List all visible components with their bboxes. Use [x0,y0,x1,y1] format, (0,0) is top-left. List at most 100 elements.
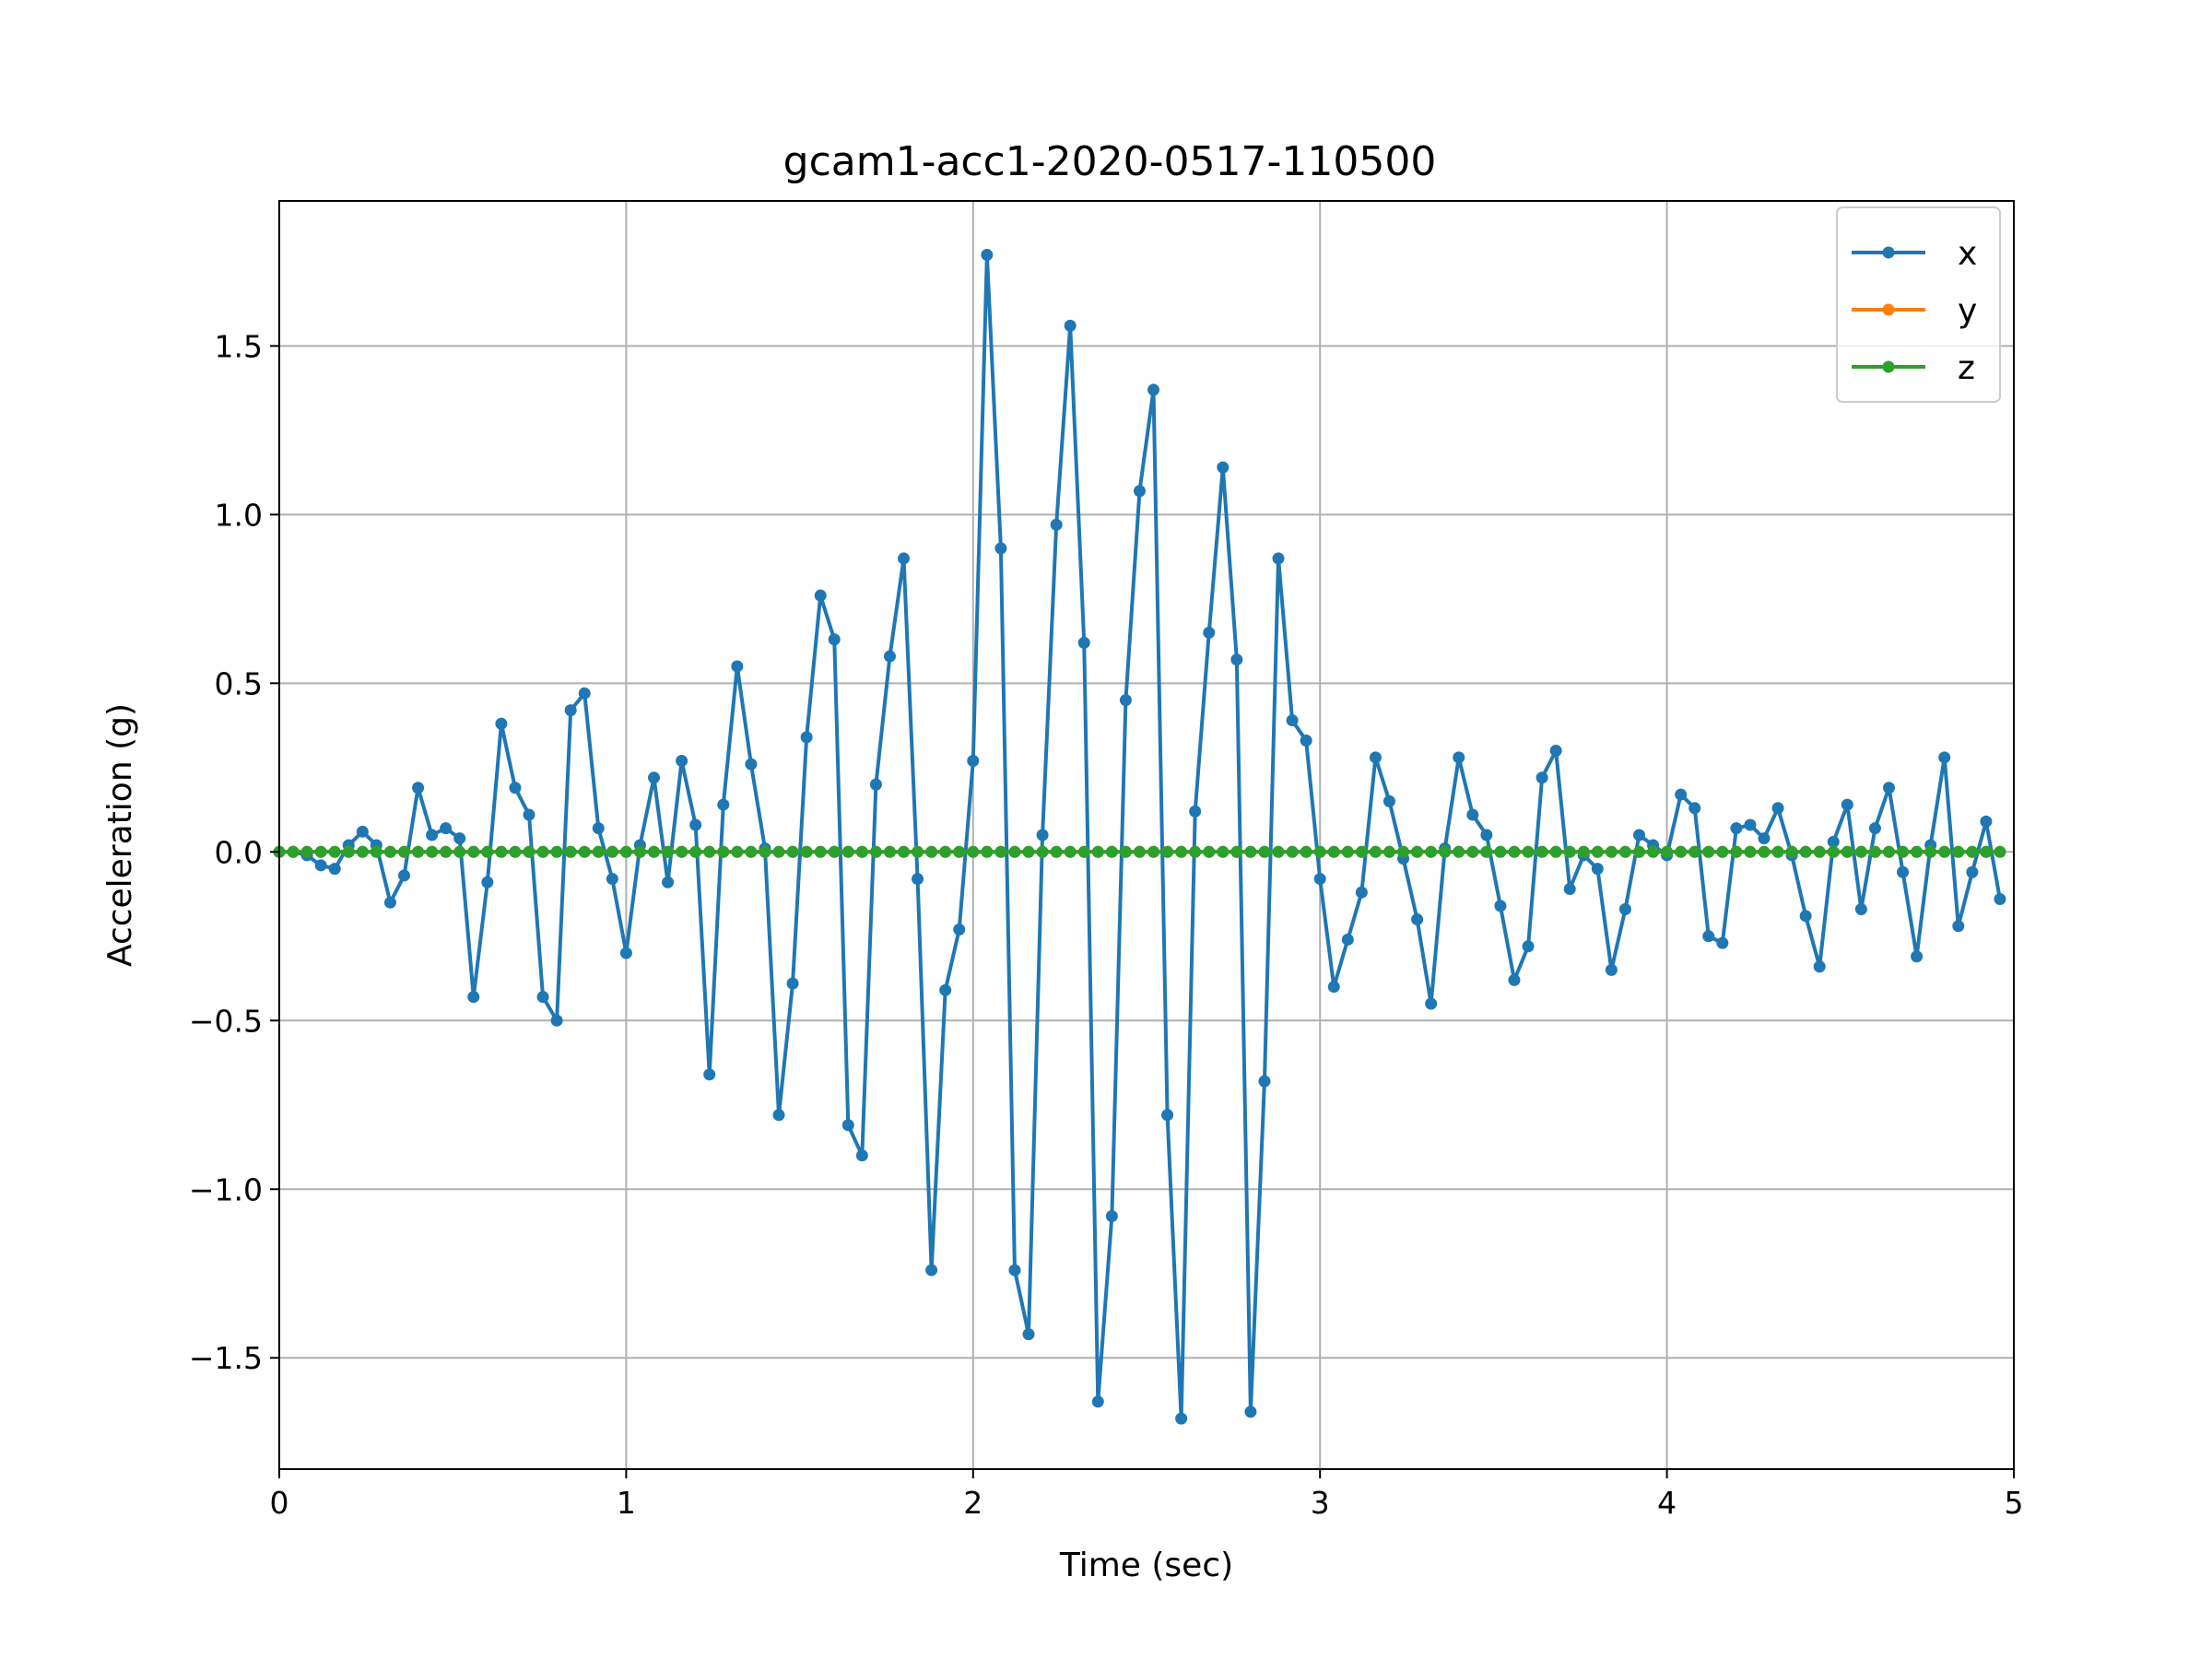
data-point-z [1453,845,1465,858]
data-point-x [1022,1328,1035,1341]
data-point-z [814,845,827,858]
legend-box [1836,206,2001,403]
data-point-z [1605,845,1618,858]
data-point-z [536,845,549,858]
data-point-z [1785,845,1798,858]
data-point-x [1036,829,1049,841]
data-point-x [689,818,702,831]
data-point-z [509,845,522,858]
data-point-x [841,1119,854,1132]
data-point-z [1675,845,1688,858]
y-tick-label: 0.0 [215,834,263,870]
data-point-x [426,829,439,841]
data-point-z [550,845,563,858]
data-point-x [1244,1406,1257,1418]
data-point-z [912,845,924,858]
data-point-x [1535,771,1548,784]
data-point-z [1799,845,1812,858]
plot-series [273,249,2006,1425]
data-point-z [342,845,355,858]
data-point-z [426,845,439,858]
data-point-z [1647,845,1660,858]
data-point-x [550,1014,563,1027]
data-point-z [467,845,480,858]
legend-entry-x: x [1852,235,1977,273]
data-point-z [1091,845,1104,858]
data-point-z [786,845,799,858]
data-point-x [1911,950,1924,963]
data-point-z [1522,845,1535,858]
data-point-x [1882,782,1895,794]
data-point-z [1382,845,1395,858]
data-point-z [731,845,744,858]
data-point-z [383,845,396,858]
data-point-x [356,825,369,838]
data-point-x [453,832,466,845]
data-point-x [1203,626,1216,639]
legend-label: x [1958,235,1977,273]
data-point-z [1924,845,1937,858]
data-point-x [1050,518,1063,531]
data-point-z [1286,845,1299,858]
data-point-z [1702,845,1715,858]
data-point-z [1535,845,1548,858]
data-point-x [1841,798,1853,811]
data-point-x [592,822,605,835]
data-point-x [1313,873,1326,886]
data-point-x [1508,973,1521,986]
data-point-x [1411,912,1424,925]
y-tick-label: −1.5 [189,1340,263,1376]
data-point-z [1189,845,1202,858]
data-point-x [786,977,799,990]
legend-label: y [1958,292,1977,330]
data-point-x [467,991,480,1004]
data-point-z [1008,845,1021,858]
data-point-z [1618,845,1631,858]
data-point-x [1813,960,1826,973]
data-point-x [994,542,1007,555]
data-point-x [1618,903,1631,916]
data-point-x [745,758,758,771]
data-point-x [412,782,425,794]
data-point-z [1411,845,1424,858]
series-z [273,845,2006,858]
data-point-x [898,552,911,565]
data-point-x [314,859,327,872]
data-point-z [994,845,1007,858]
data-point-z [1244,845,1257,858]
data-point-x [1716,936,1729,949]
data-point-z [1494,845,1507,858]
data-point-z [1938,845,1951,858]
data-point-x [1425,997,1438,1010]
data-point-z [1994,845,2006,858]
data-point-z [939,845,952,858]
data-point-x [828,633,841,646]
y-tick-label: 1.0 [215,497,263,533]
data-point-x [1327,981,1340,994]
data-point-z [828,845,841,858]
data-point-z [578,845,591,858]
data-point-z [287,845,300,858]
data-point-z [1355,845,1368,858]
data-point-x [814,589,827,602]
data-point-z [1036,845,1049,858]
data-point-z [314,845,327,858]
data-point-x [1355,886,1368,899]
data-point-x [440,822,453,835]
data-point-z [1911,845,1924,858]
data-point-z [1868,845,1881,858]
data-point-z [440,845,453,858]
data-point-x [703,1068,716,1081]
legend-swatch-marker [1882,303,1895,316]
data-point-x [1272,552,1285,565]
data-point-x [1286,714,1299,727]
data-point-z [398,845,411,858]
data-point-x [578,687,591,700]
data-point-x [523,808,535,821]
data-point-x [1008,1264,1021,1277]
series-x [273,249,2006,1425]
data-point-z [1897,845,1910,858]
data-point-x [869,778,882,791]
data-point-z [1439,845,1452,858]
plot-frame [278,200,2015,1470]
